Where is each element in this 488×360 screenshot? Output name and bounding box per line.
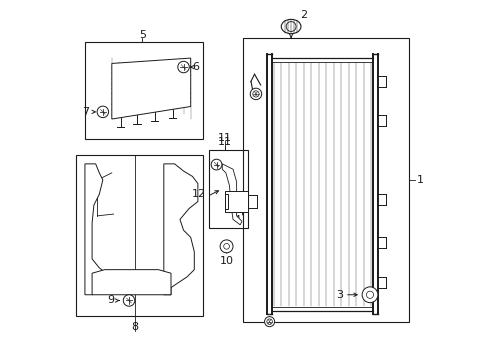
Circle shape xyxy=(264,317,274,327)
Ellipse shape xyxy=(281,19,301,34)
Polygon shape xyxy=(85,164,106,295)
Text: 8: 8 xyxy=(131,322,139,332)
Polygon shape xyxy=(163,164,198,295)
Text: 1: 1 xyxy=(416,175,423,185)
Text: 4: 4 xyxy=(233,215,240,225)
Text: 7: 7 xyxy=(82,107,89,117)
Bar xyxy=(242,39,408,321)
Text: 3: 3 xyxy=(335,290,343,300)
Text: 11: 11 xyxy=(217,138,231,147)
Bar xyxy=(208,149,247,228)
Circle shape xyxy=(211,159,222,170)
Circle shape xyxy=(123,295,135,306)
Bar xyxy=(224,194,228,210)
Circle shape xyxy=(362,287,377,303)
Polygon shape xyxy=(92,270,171,295)
Bar xyxy=(85,42,203,139)
Circle shape xyxy=(220,240,233,253)
Bar xyxy=(224,192,247,212)
Bar xyxy=(76,155,203,316)
Text: 6: 6 xyxy=(192,62,199,72)
Circle shape xyxy=(178,61,189,73)
Text: 9: 9 xyxy=(107,296,115,306)
Text: 5: 5 xyxy=(139,30,145,40)
Text: 12: 12 xyxy=(192,189,206,199)
Text: 10: 10 xyxy=(219,256,233,266)
Text: 11: 11 xyxy=(217,133,231,143)
Text: 2: 2 xyxy=(300,10,306,20)
Polygon shape xyxy=(222,164,242,225)
Circle shape xyxy=(97,106,108,118)
Circle shape xyxy=(250,88,261,100)
Polygon shape xyxy=(112,58,190,119)
